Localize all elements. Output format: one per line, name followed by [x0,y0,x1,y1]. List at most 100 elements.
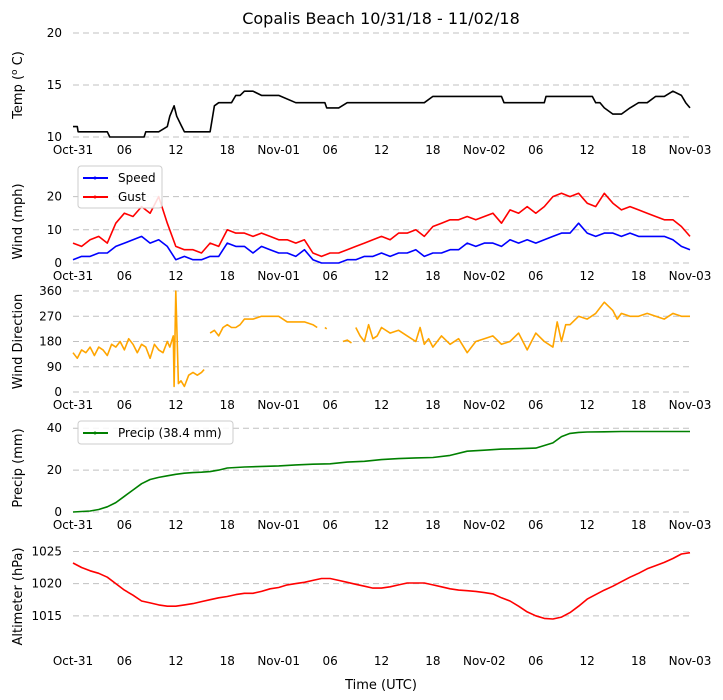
wind-ytick-label: 0 [54,256,62,270]
temp-xtick-label: 18 [631,143,646,157]
altimeter-xtick-label: Nov-02 [463,654,506,668]
temp-ytick-label: 15 [47,78,62,92]
wind-legend-label: Speed [118,171,156,185]
wind-xtick-label: 06 [117,269,132,283]
wind-xtick-label: 18 [631,269,646,283]
precip-xtick-label: 18 [631,518,646,532]
altimeter-ytick-label: 1025 [31,544,62,558]
precip-series-precip [72,430,690,513]
wind-xtick-label: Nov-03 [669,269,712,283]
temp-ylabel: Temp (o C) [10,51,26,120]
altimeter-ylabel: Altimeter (hPa) [11,547,26,645]
direction-ytick-label: 90 [47,360,62,374]
precip-ylabel: Precip (mm) [11,428,26,507]
wind-xtick-label: 06 [528,269,543,283]
direction-ytick-label: 180 [39,335,62,349]
precip-xtick-label: Nov-01 [257,518,300,532]
temp-ytick-label: 10 [47,130,62,144]
temp-xtick-label: Nov-02 [463,143,506,157]
altimeter-ytick-label: 1015 [31,609,62,623]
direction-series-direction [355,301,690,354]
wind-series-gust [72,192,691,258]
direction-xtick-label: 12 [374,398,389,412]
direction-xtick-label: 06 [322,398,337,412]
altimeter-xtick-label: 18 [425,654,440,668]
precip-ytick-label: 0 [54,505,62,519]
altimeter-xtick-label: 12 [580,654,595,668]
precip-xtick-label: 12 [580,518,595,532]
direction-xtick-label: 06 [117,398,132,412]
precip-legend: Precip (38.4 mm) [77,420,234,445]
altimeter-xtick-label: Nov-03 [669,654,712,668]
chart-title: Copalis Beach 10/31/18 - 11/02/18 [242,9,520,28]
wind-series-speed [72,222,691,264]
temp-xtick-label: 12 [580,143,595,157]
x-axis-label: Time (UTC) [344,678,417,693]
direction-xtick-label: 06 [528,398,543,412]
altimeter-xtick-label: 06 [117,654,132,668]
wind-xtick-label: 18 [220,269,235,283]
direction-xtick-label: 18 [631,398,646,412]
temp-xtick-label: Nov-01 [257,143,300,157]
direction-xtick-label: 12 [580,398,595,412]
altimeter-xtick-label: 18 [220,654,235,668]
altimeter-xtick-label: 12 [168,654,183,668]
wind-ylabel: Wind (mph) [11,183,26,259]
precip-legend-box [77,420,234,445]
direction-xtick-label: Nov-01 [257,398,300,412]
direction-ylabel: Wind Direction [11,294,26,390]
wind-xtick-label: Nov-02 [463,269,506,283]
altimeter-series-altimeter [72,551,691,620]
wind-panel: 0 10 20 Oct-31 06 12 18 Nov-01 06 12 18 Nov-02 06 12 1… [11,165,712,283]
wind-ytick-label: 20 [47,190,62,204]
altimeter-xtick-label: 18 [631,654,646,668]
altimeter-xtick-label: Nov-01 [257,654,300,668]
direction-series-direction [342,339,352,344]
temp-xtick-label: Nov-03 [669,143,712,157]
temp-xtick-label: 06 [117,143,132,157]
direction-ytick-label: 270 [39,309,62,323]
temp-xtick-label: Oct-31 [53,143,93,157]
temp-xtick-label: 12 [168,143,183,157]
temp-series-temp [73,90,691,138]
altimeter-xtick-label: Oct-31 [53,654,93,668]
wind-legend-marker [93,195,97,199]
direction-ytick-label: 360 [39,284,62,298]
temp-xtick-label: 12 [374,143,389,157]
wind-xtick-label: Oct-31 [53,269,93,283]
direction-panel: 0 90 180 270 360 Oct-31 06 12 18 Nov-01 06 12 18 Nov-… [11,284,711,412]
temp-ytick-label: 20 [47,26,62,40]
precip-xtick-label: 18 [425,518,440,532]
precip-xtick-label: 18 [220,518,235,532]
wind-legend-label: Gust [118,190,146,204]
precip-xtick-label: 06 [117,518,132,532]
wind-xtick-label: 12 [374,269,389,283]
precip-xtick-label: Nov-02 [463,518,506,532]
precip-xtick-label: Oct-31 [53,518,93,532]
precip-xtick-label: 12 [168,518,183,532]
wind-xtick-label: 12 [168,269,183,283]
direction-series-direction [72,290,205,388]
direction-xtick-label: 18 [425,398,440,412]
altimeter-xtick-label: 12 [374,654,389,668]
precip-ytick-label: 40 [47,421,62,435]
wind-legend-marker [93,176,97,180]
precip-xtick-label: 06 [528,518,543,532]
precip-xtick-label: Nov-03 [669,518,712,532]
precip-panel: 0 20 40 Oct-31 06 12 18 Nov-01 06 12 18 Nov-02 06 12 1… [11,420,712,532]
direction-xtick-label: Oct-31 [53,398,93,412]
wind-xtick-label: 12 [580,269,595,283]
precip-legend-label: Precip (38.4 mm) [118,426,222,440]
direction-series-direction [324,326,328,330]
wind-legend: Speed Gust [77,165,163,209]
precip-legend-marker [93,431,97,435]
temp-xtick-label: 18 [220,143,235,157]
direction-xtick-label: 18 [220,398,235,412]
precip-ytick-label: 20 [47,463,62,477]
direction-series-direction [209,315,318,337]
precip-xtick-label: 12 [374,518,389,532]
temp-xtick-label: 18 [425,143,440,157]
temp-xtick-label: 06 [528,143,543,157]
temp-xtick-label: 06 [322,143,337,157]
